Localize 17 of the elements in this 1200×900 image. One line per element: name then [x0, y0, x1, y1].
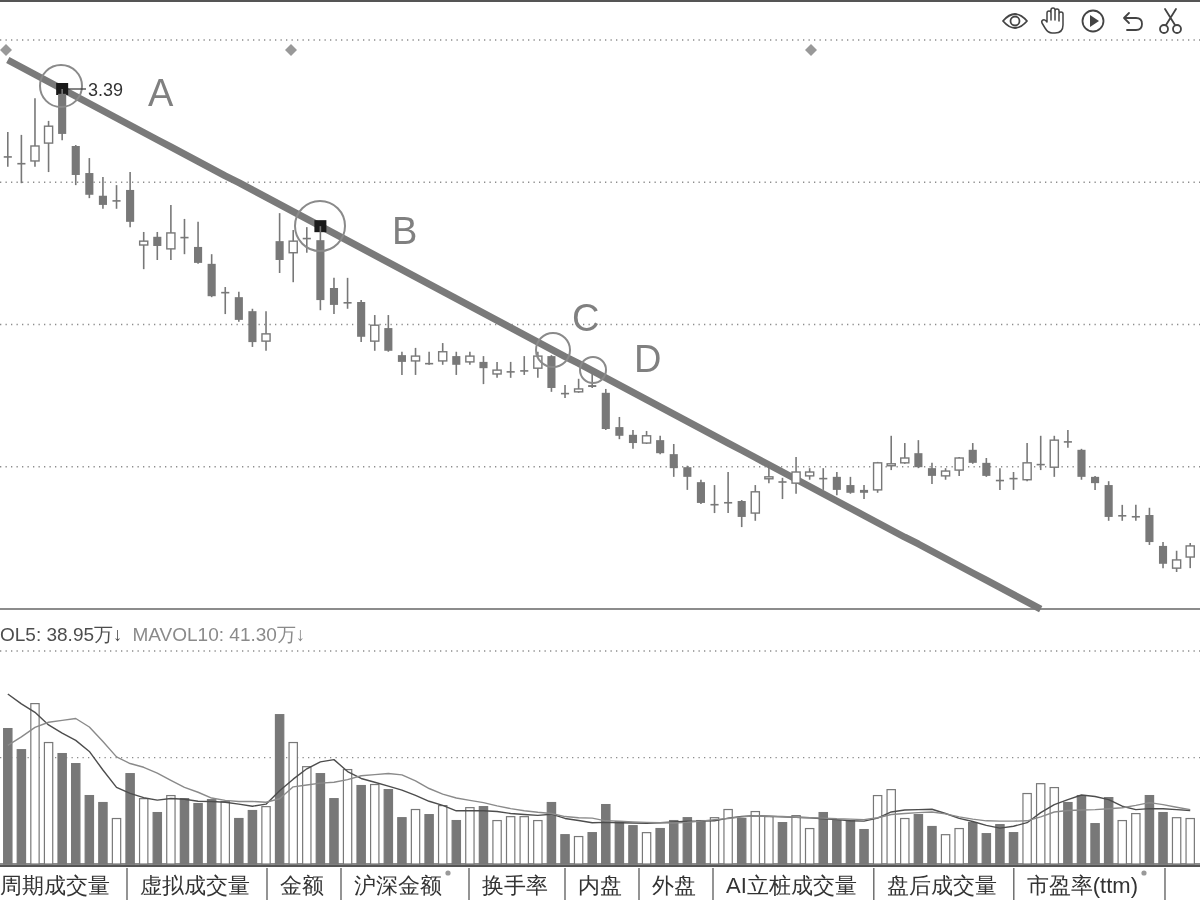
- text: 换手率: [482, 873, 548, 898]
- text: 虚拟成交量: [140, 873, 250, 898]
- annotation: D: [634, 338, 662, 380]
- text: 外盘: [652, 873, 696, 898]
- annotation: 3.39: [88, 80, 124, 100]
- annotation: B: [392, 210, 418, 252]
- text: 周期成交量: [0, 873, 110, 898]
- text: 金额: [280, 873, 324, 898]
- annotation: A: [148, 72, 174, 114]
- text: MAVOL10: 41.30万↓: [132, 624, 306, 645]
- text: OL5: 38.95万↓: [0, 624, 123, 645]
- text: AI立桩成交量: [726, 873, 857, 898]
- text: 内盘: [578, 873, 622, 898]
- text: 沪深金额: [354, 873, 442, 898]
- annotation: C: [572, 297, 600, 339]
- text: 市盈率(ttm): [1026, 873, 1138, 898]
- text: 盘后成交量: [886, 873, 997, 898]
